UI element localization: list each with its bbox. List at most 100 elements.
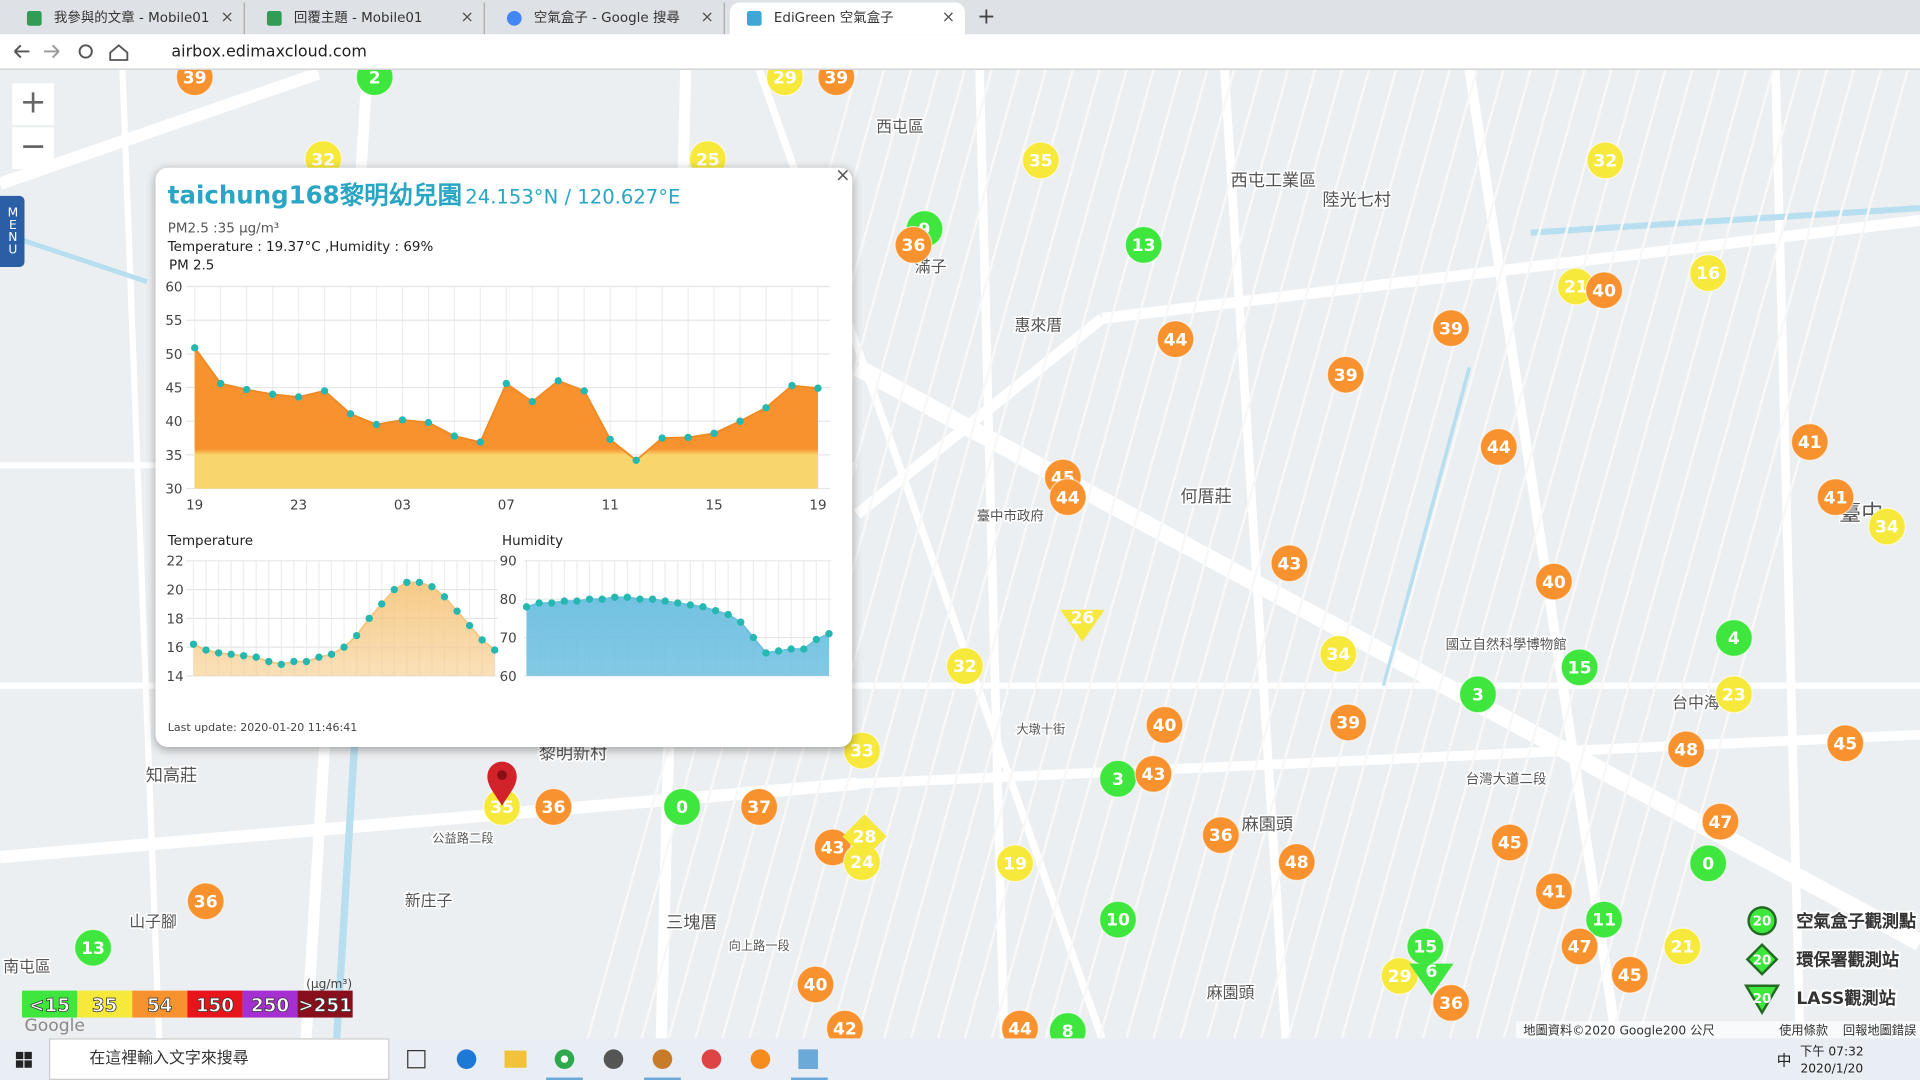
marker-label: 39 <box>824 68 848 88</box>
station-marker[interactable] <box>1329 703 1368 742</box>
tab-close[interactable]: × <box>700 8 714 27</box>
station-marker[interactable] <box>1560 927 1599 966</box>
tab-close[interactable]: × <box>220 8 234 27</box>
station-marker[interactable] <box>1277 843 1316 882</box>
marker-label: 13 <box>1132 236 1156 256</box>
legend-swatch <box>77 990 133 1018</box>
tab-close[interactable]: × <box>460 8 474 27</box>
marker-label: 4 <box>1728 629 1740 649</box>
station-marker[interactable] <box>1124 225 1163 264</box>
station-marker[interactable] <box>74 928 113 967</box>
station-marker[interactable] <box>1560 648 1599 687</box>
tab-icon <box>746 11 762 26</box>
station-marker[interactable] <box>740 787 779 826</box>
street <box>1017 69 1290 1039</box>
street <box>748 69 1020 1039</box>
attribution-report[interactable]: 回報地圖錯誤 <box>1843 1023 1916 1038</box>
url[interactable]: airbox.edimaxcloud.com <box>171 42 367 62</box>
road <box>1530 205 1920 236</box>
browser-tab[interactable]: EdiGreen 空氣盒子 × <box>729 2 965 35</box>
search-box[interactable]: 在這裡輸入文字來搜尋 <box>48 1038 390 1080</box>
marker-label: 37 <box>747 798 771 818</box>
street <box>802 69 1074 1039</box>
browser-tab[interactable]: 空氣盒子 - Google 搜尋 × <box>490 2 725 35</box>
marker-label: 28 <box>853 827 877 847</box>
station-marker[interactable] <box>1201 816 1240 855</box>
lass-marker[interactable] <box>1060 609 1105 642</box>
station-marker[interactable] <box>1432 983 1471 1022</box>
station-marker[interactable] <box>894 225 933 264</box>
tab-icon <box>266 11 282 26</box>
station-marker[interactable] <box>796 965 835 1004</box>
station-marker[interactable] <box>1156 320 1195 359</box>
station-marker[interactable] <box>1134 754 1173 793</box>
new-tab[interactable]: + <box>977 3 996 30</box>
station-marker[interactable] <box>186 882 225 921</box>
zoom-in[interactable]: + <box>12 83 54 125</box>
station-marker[interactable] <box>1667 730 1706 769</box>
marker-label: 41 <box>1824 488 1848 508</box>
zoom-out[interactable]: − <box>12 127 54 169</box>
station-marker[interactable] <box>1585 271 1624 310</box>
tab-icon <box>506 11 522 26</box>
station-marker[interactable] <box>1689 844 1728 883</box>
tab-close[interactable]: × <box>941 8 956 27</box>
station-marker[interactable] <box>996 844 1035 883</box>
station-marker[interactable] <box>663 787 702 826</box>
info-popup <box>155 167 853 747</box>
street <box>1610 69 1882 1039</box>
menu-button[interactable]: MENU <box>0 195 25 267</box>
marker-label: 41 <box>1798 433 1822 453</box>
station-marker[interactable] <box>945 647 984 686</box>
street <box>1556 69 1829 1039</box>
station-marker[interactable] <box>1458 675 1497 714</box>
station-marker[interactable] <box>1714 618 1753 657</box>
station-marker[interactable] <box>1432 309 1471 348</box>
taskbar: 在這裡輸入文字來搜尋 中下午 07:32 2020/1/20 <box>0 1038 1920 1080</box>
station-marker[interactable] <box>1585 900 1624 939</box>
road <box>0 230 148 284</box>
station-marker[interactable] <box>1689 254 1728 293</box>
start-button[interactable] <box>0 1038 49 1080</box>
station-marker[interactable] <box>1021 141 1060 180</box>
station-marker[interactable] <box>534 787 573 826</box>
station-marker[interactable] <box>1145 705 1184 744</box>
browser-tab[interactable]: 我參與的文章 - Mobile01 × <box>10 2 245 35</box>
legend-label: <15 <box>29 995 70 1016</box>
station-marker[interactable] <box>1479 427 1518 466</box>
place-label: 陸光七村 <box>1322 191 1391 211</box>
station-marker[interactable] <box>1270 544 1309 583</box>
attribution-terms[interactable]: 使用條款 <box>1779 1023 1828 1038</box>
station-marker[interactable] <box>1790 423 1829 462</box>
marker-label: 21 <box>1671 938 1695 958</box>
station-legend-icon-label: 20 <box>1753 953 1772 968</box>
station-marker[interactable] <box>1826 724 1865 763</box>
station-marker[interactable] <box>1326 355 1365 394</box>
station-marker[interactable] <box>843 731 882 770</box>
marker-label: 32 <box>311 150 335 170</box>
street <box>1313 69 1586 1039</box>
station-marker[interactable] <box>1048 478 1087 517</box>
marker-label: 40 <box>1153 716 1177 736</box>
marker-label: 15 <box>1413 938 1437 958</box>
station-marker[interactable] <box>1701 802 1740 841</box>
station-marker[interactable] <box>1714 675 1753 714</box>
station-marker[interactable] <box>1663 927 1702 966</box>
browser-tab[interactable]: 回覆主題 - Mobile01 × <box>250 2 485 35</box>
lass-marker[interactable] <box>1409 963 1454 996</box>
attribution-bg <box>1515 1021 1920 1039</box>
station-marker[interactable] <box>1534 562 1573 601</box>
station-marker[interactable] <box>1098 900 1137 939</box>
nav-buttons[interactable] <box>0 34 147 70</box>
station-marker[interactable] <box>1319 634 1358 673</box>
station-marker[interactable] <box>1816 478 1855 517</box>
station-marker[interactable] <box>1586 141 1625 180</box>
place-label: 向上路一段 <box>729 938 790 953</box>
station-marker[interactable] <box>1534 872 1573 911</box>
street <box>855 69 1128 1039</box>
marker-label: 39 <box>1336 714 1360 734</box>
station-marker[interactable] <box>1610 955 1649 994</box>
marker-label: 45 <box>1618 966 1642 986</box>
station-marker[interactable] <box>1490 823 1529 862</box>
station-marker[interactable] <box>1867 507 1906 546</box>
